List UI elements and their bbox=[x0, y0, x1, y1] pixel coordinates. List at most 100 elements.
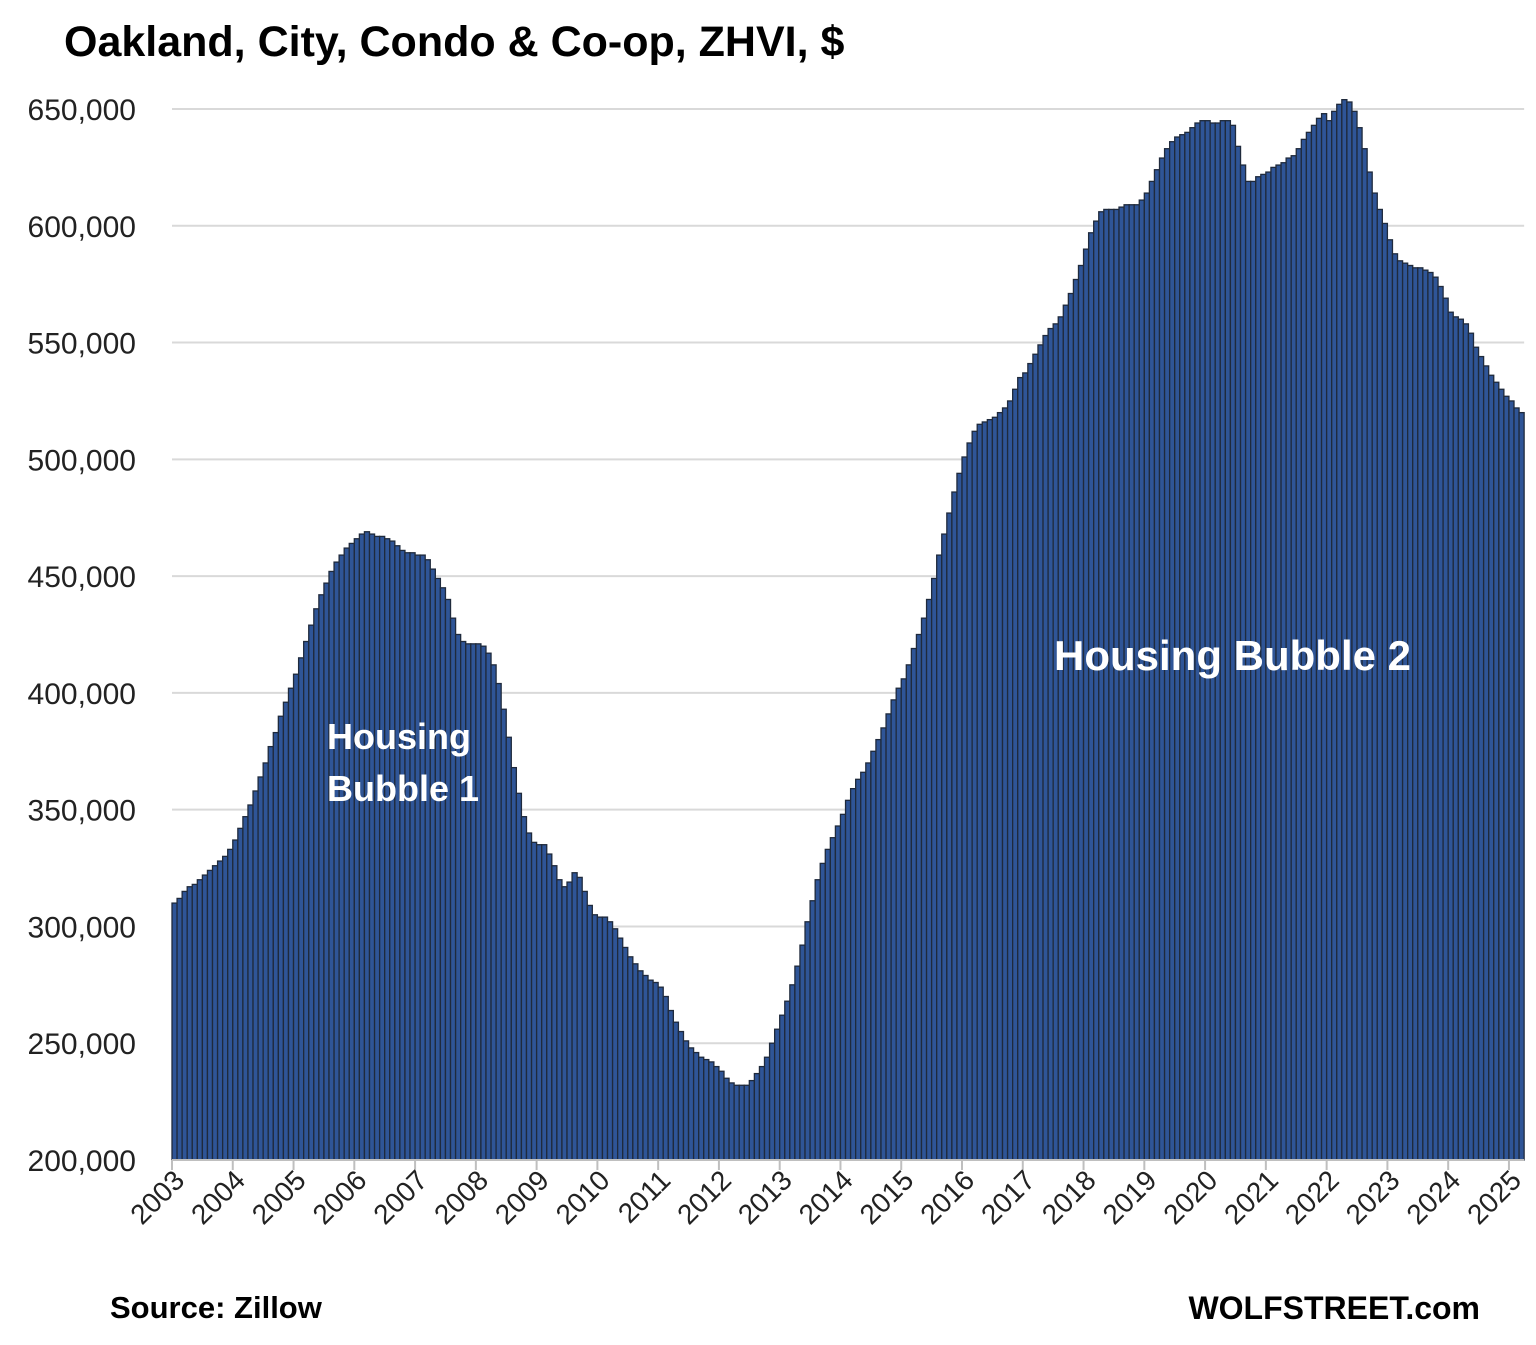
annotation-bubble-2: Housing Bubble 2 bbox=[1054, 632, 1411, 679]
bar bbox=[637, 970, 644, 1161]
bar bbox=[723, 1077, 730, 1161]
x-tick-label: 2012 bbox=[671, 1164, 737, 1230]
bar bbox=[622, 946, 629, 1161]
x-tick-label: 2013 bbox=[732, 1164, 798, 1230]
bar bbox=[657, 986, 664, 1161]
bar bbox=[1133, 204, 1140, 1161]
bar bbox=[449, 617, 457, 1161]
bar bbox=[763, 1056, 771, 1161]
bar bbox=[642, 974, 649, 1161]
bar bbox=[687, 1047, 695, 1161]
bar bbox=[976, 423, 983, 1161]
bar bbox=[308, 624, 315, 1161]
bar bbox=[677, 1030, 685, 1161]
bar bbox=[535, 844, 543, 1161]
bar bbox=[394, 545, 401, 1161]
bar bbox=[206, 869, 214, 1161]
bar bbox=[525, 832, 533, 1161]
bar bbox=[1006, 400, 1014, 1161]
y-tick-label: 500,000 bbox=[28, 444, 136, 477]
bar bbox=[378, 535, 386, 1161]
bar bbox=[434, 577, 442, 1161]
bar bbox=[870, 750, 877, 1161]
chart-title: Oakland, City, Condo & Co-op, ZHVI, $ bbox=[64, 18, 845, 66]
x-tick-label: 2021 bbox=[1218, 1164, 1284, 1230]
x-tick-label: 2024 bbox=[1400, 1164, 1466, 1230]
bar bbox=[1386, 239, 1394, 1161]
y-tick-label: 450,000 bbox=[28, 561, 136, 594]
bar bbox=[1108, 208, 1115, 1161]
bar bbox=[571, 872, 578, 1161]
bar bbox=[1047, 327, 1054, 1161]
bar bbox=[216, 860, 224, 1161]
x-tick-label: 2011 bbox=[612, 1164, 677, 1229]
bar bbox=[495, 682, 502, 1161]
bar bbox=[652, 981, 659, 1161]
y-tick-label: 550,000 bbox=[28, 328, 136, 361]
x-tick-label: 2004 bbox=[185, 1164, 251, 1230]
bar bbox=[834, 825, 842, 1161]
bar bbox=[1401, 262, 1409, 1161]
bar bbox=[1508, 400, 1515, 1161]
bar bbox=[505, 736, 512, 1161]
source-label: Source: Zillow bbox=[110, 1290, 322, 1325]
x-tick-label: 2019 bbox=[1097, 1164, 1163, 1230]
bar bbox=[596, 916, 604, 1161]
bar bbox=[1077, 264, 1085, 1161]
bar bbox=[784, 1000, 791, 1161]
bar bbox=[789, 984, 796, 1161]
bar bbox=[444, 598, 452, 1161]
bar bbox=[1027, 362, 1034, 1161]
bar bbox=[586, 904, 593, 1161]
bar bbox=[956, 472, 963, 1161]
bar bbox=[601, 916, 609, 1161]
bar bbox=[799, 944, 806, 1161]
bar bbox=[510, 766, 518, 1161]
x-tick-label: 2010 bbox=[550, 1164, 616, 1230]
bar bbox=[733, 1084, 740, 1161]
bar bbox=[1488, 374, 1495, 1161]
bar bbox=[773, 1028, 781, 1161]
bar bbox=[191, 883, 198, 1161]
bar bbox=[890, 699, 897, 1161]
bar bbox=[520, 816, 528, 1161]
bar bbox=[1498, 388, 1505, 1161]
bar bbox=[303, 640, 310, 1161]
bar bbox=[779, 1014, 786, 1161]
bar bbox=[556, 879, 563, 1161]
bar bbox=[738, 1084, 745, 1161]
bar bbox=[333, 561, 340, 1161]
bar bbox=[1087, 232, 1095, 1161]
bar bbox=[227, 848, 234, 1161]
bar bbox=[1082, 248, 1090, 1161]
bar bbox=[627, 956, 634, 1161]
bar bbox=[1437, 285, 1444, 1161]
bar bbox=[1118, 206, 1125, 1161]
bar bbox=[287, 687, 295, 1161]
bar bbox=[667, 1009, 675, 1161]
bar bbox=[1017, 376, 1024, 1161]
bar bbox=[409, 552, 416, 1161]
bar bbox=[1057, 316, 1064, 1161]
bar bbox=[1447, 311, 1454, 1161]
x-tick-label: 2008 bbox=[428, 1164, 494, 1230]
bar bbox=[262, 762, 269, 1161]
bar bbox=[297, 657, 305, 1161]
bar bbox=[242, 816, 249, 1161]
bar bbox=[819, 862, 826, 1161]
bar bbox=[936, 554, 943, 1161]
bar bbox=[561, 886, 568, 1161]
bar bbox=[698, 1056, 705, 1161]
bar bbox=[1341, 99, 1348, 1161]
bar bbox=[1103, 208, 1110, 1161]
bar bbox=[606, 921, 614, 1161]
bar bbox=[358, 533, 366, 1161]
bar bbox=[905, 664, 913, 1161]
x-tick-label: 2014 bbox=[793, 1164, 859, 1230]
bar bbox=[1518, 411, 1525, 1161]
bar bbox=[966, 442, 973, 1161]
bar bbox=[384, 538, 391, 1161]
bar bbox=[581, 890, 588, 1161]
bar bbox=[941, 533, 948, 1161]
